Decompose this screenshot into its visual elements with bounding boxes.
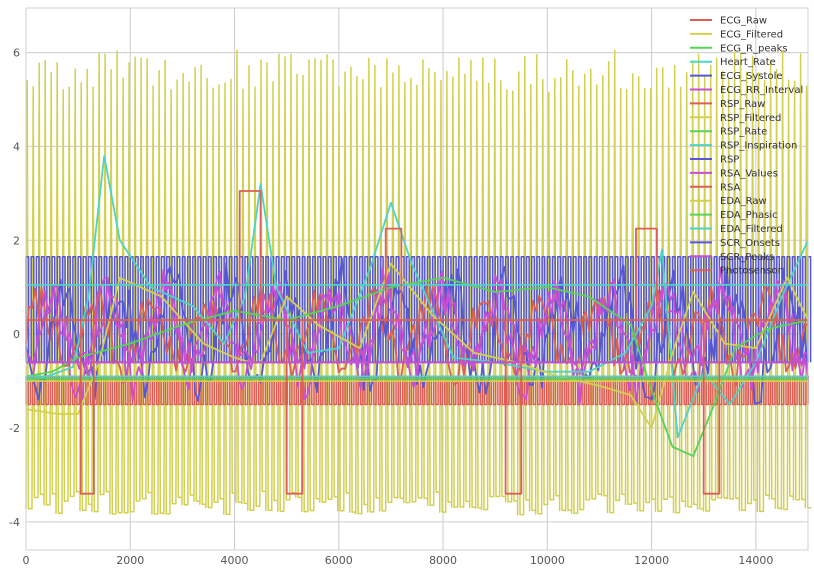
legend-label: EDA_Raw (720, 196, 767, 207)
series-line-heart-rate (25, 154, 809, 439)
legend-label: ECG_Raw (720, 16, 767, 27)
y-tick-label: 6 (13, 47, 20, 60)
x-tick-label: 0 (23, 554, 30, 567)
legend-label: RSP (720, 155, 739, 166)
x-tick-label: 10000 (530, 554, 565, 567)
legend-label: EDA_Phasic (720, 210, 778, 221)
legend-label: Photosensor (720, 266, 783, 277)
legend-label: RSA (720, 182, 740, 193)
y-tick-label: -2 (9, 422, 20, 435)
y-tick-label: 4 (13, 140, 20, 153)
legend-label: EDA_Filtered (720, 224, 783, 235)
plot-frame (25, 7, 809, 551)
x-tick-label: 12000 (634, 554, 669, 567)
legend-label: RSP_Raw (720, 99, 765, 110)
legend-label: Heart_Rate (720, 57, 776, 68)
legend-label: RSP_Rate (720, 127, 767, 138)
legend-label: RSA_Values (720, 168, 778, 179)
legend-label: RSP_Filtered (720, 113, 781, 124)
legend-label: ECG_R_peaks (720, 43, 788, 54)
tick-labels: 0 2000 4000 6000 8000 10000 12000 14000 -4 -2 0 2 4 6 (9, 47, 773, 567)
legend: ECG_Raw ECG_Filtered ECG_R_peaks Heart_Rate… (690, 16, 803, 277)
series-line-ecg-filtered (25, 49, 812, 516)
y-tick-label: 0 (13, 328, 20, 341)
legend-label: ECG_Systole (720, 71, 783, 82)
legend-label: SCR_Onsets (720, 238, 780, 249)
legend-label: ECG_RR_Interval (720, 85, 803, 96)
legend-label: RSP_Inspiration (720, 141, 797, 152)
x-tick-label: 4000 (221, 554, 249, 567)
series-line-rsp (25, 257, 809, 405)
y-tick-label: 2 (13, 234, 20, 247)
legend-label: SCR_Peaks (720, 252, 774, 263)
x-tick-label: 14000 (738, 554, 773, 567)
series-line-rsa (26, 190, 808, 495)
series-lines (25, 49, 812, 516)
legend-label: ECG_Filtered (720, 29, 783, 40)
x-tick-label: 2000 (116, 554, 144, 567)
x-tick-label: 6000 (325, 554, 353, 567)
y-tick-label: -4 (9, 516, 20, 529)
series-line-rsp-rate (25, 276, 809, 457)
x-tick-label: 8000 (429, 554, 457, 567)
